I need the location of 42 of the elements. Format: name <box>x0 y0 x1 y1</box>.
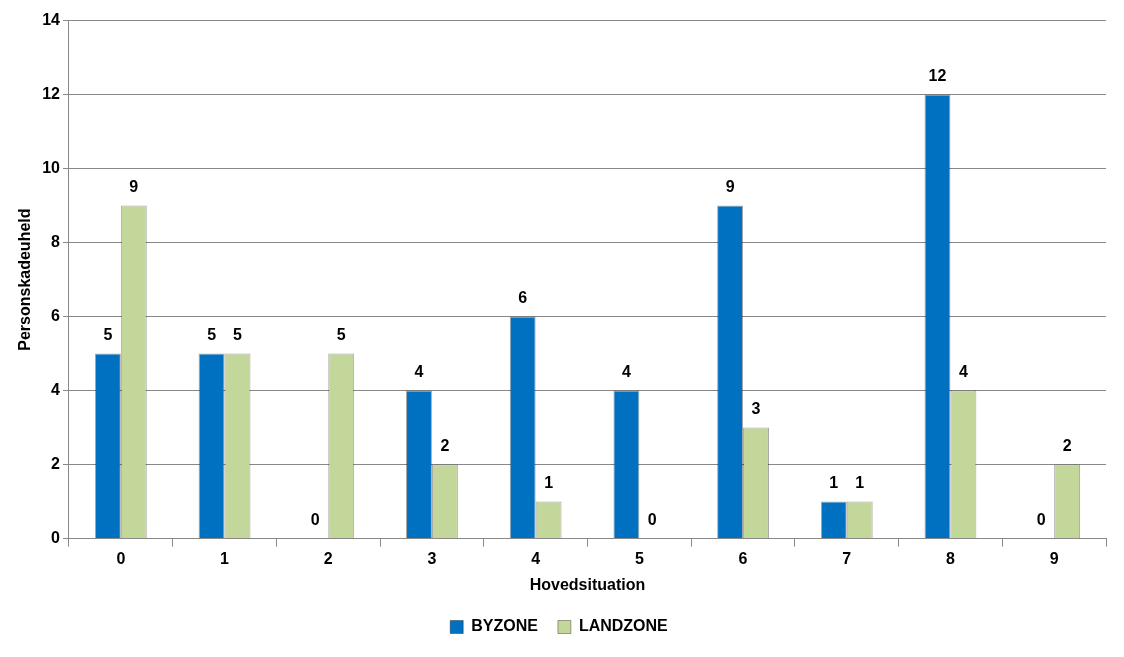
x-tick-label: 7 <box>842 549 852 567</box>
y-tick-label: 8 <box>51 233 61 251</box>
y-tick-label: 6 <box>51 307 61 325</box>
data-label: 4 <box>958 363 968 381</box>
legend-label: LANDZONE <box>578 617 669 635</box>
x-tick-label: 9 <box>1049 549 1059 567</box>
data-label: 5 <box>336 326 346 344</box>
data-label: 4 <box>621 363 631 381</box>
data-label: 5 <box>103 326 113 344</box>
data-label: 1 <box>544 474 554 492</box>
data-label: 4 <box>414 363 424 381</box>
data-label: 2 <box>440 437 450 455</box>
x-tick-label: 8 <box>946 549 955 567</box>
x-tick-label: 0 <box>116 549 126 567</box>
data-label: 1 <box>855 474 865 492</box>
data-label: 0 <box>310 511 320 529</box>
y-tick-label: 4 <box>51 381 61 399</box>
data-label: 2 <box>1062 437 1072 455</box>
data-label: 5 <box>207 326 217 344</box>
x-tick-label: 6 <box>738 549 748 567</box>
y-tick-label: 10 <box>42 159 61 177</box>
x-axis-title: Hovedsituation <box>529 575 646 593</box>
data-label: 5 <box>233 326 243 344</box>
data-label: 0 <box>1036 511 1046 529</box>
data-label: 1 <box>829 474 839 492</box>
data-label: 0 <box>647 511 657 529</box>
x-tick-label: 4 <box>531 549 541 567</box>
data-label: 3 <box>751 400 761 418</box>
y-tick-label: 14 <box>42 11 61 29</box>
data-label: 6 <box>518 289 528 307</box>
data-label: 9 <box>725 178 735 196</box>
x-tick-label: 1 <box>220 549 230 567</box>
data-label: 12 <box>928 67 947 85</box>
y-tick-label: 0 <box>51 529 61 547</box>
legend-label: BYZONE <box>471 617 539 635</box>
data-label: 9 <box>129 178 139 196</box>
x-tick-label: 5 <box>634 549 644 567</box>
x-tick-label: 3 <box>427 549 437 567</box>
y-tick-label: 2 <box>51 455 61 473</box>
x-tick-label: 2 <box>323 549 333 567</box>
y-axis-title: Personskadeuheld <box>16 208 34 351</box>
y-tick-label: 12 <box>42 85 61 103</box>
